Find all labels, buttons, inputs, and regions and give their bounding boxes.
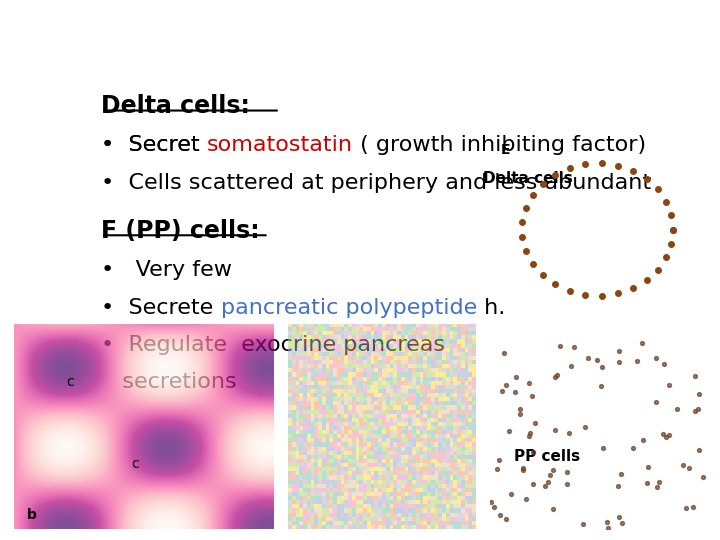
Text: Delta cells: Delta cells — [483, 171, 573, 186]
Text: c: c — [66, 375, 74, 389]
Text: •  Cells scattered at periphery and less abundant: • Cells scattered at periphery and less … — [101, 173, 652, 193]
Text: •   Very few: • Very few — [101, 260, 232, 280]
Text: •  Secrete: • Secrete — [101, 298, 220, 318]
Text: pancreatic polypeptide: pancreatic polypeptide — [220, 298, 477, 318]
Text: h.: h. — [477, 298, 505, 318]
Text: E: E — [500, 143, 510, 157]
Text: •  Secret: • Secret — [101, 136, 207, 156]
Text: ( growth inhibiting factor): ( growth inhibiting factor) — [353, 136, 646, 156]
Text: c: c — [131, 457, 139, 471]
Text: PP cells: PP cells — [514, 449, 580, 464]
Text: b: b — [27, 508, 37, 522]
Point — [632, 225, 644, 233]
Point — [683, 298, 695, 307]
Text: secretions: secretions — [101, 373, 237, 393]
Text: F (PP) cells:: F (PP) cells: — [101, 219, 260, 242]
Text: Delta cells:: Delta cells: — [101, 94, 250, 118]
Text: •  Secret: • Secret — [101, 136, 207, 156]
Text: •  Regulate  exocrine pancreas: • Regulate exocrine pancreas — [101, 335, 445, 355]
Point — [603, 181, 614, 190]
Text: somatostatin: somatostatin — [207, 136, 353, 156]
